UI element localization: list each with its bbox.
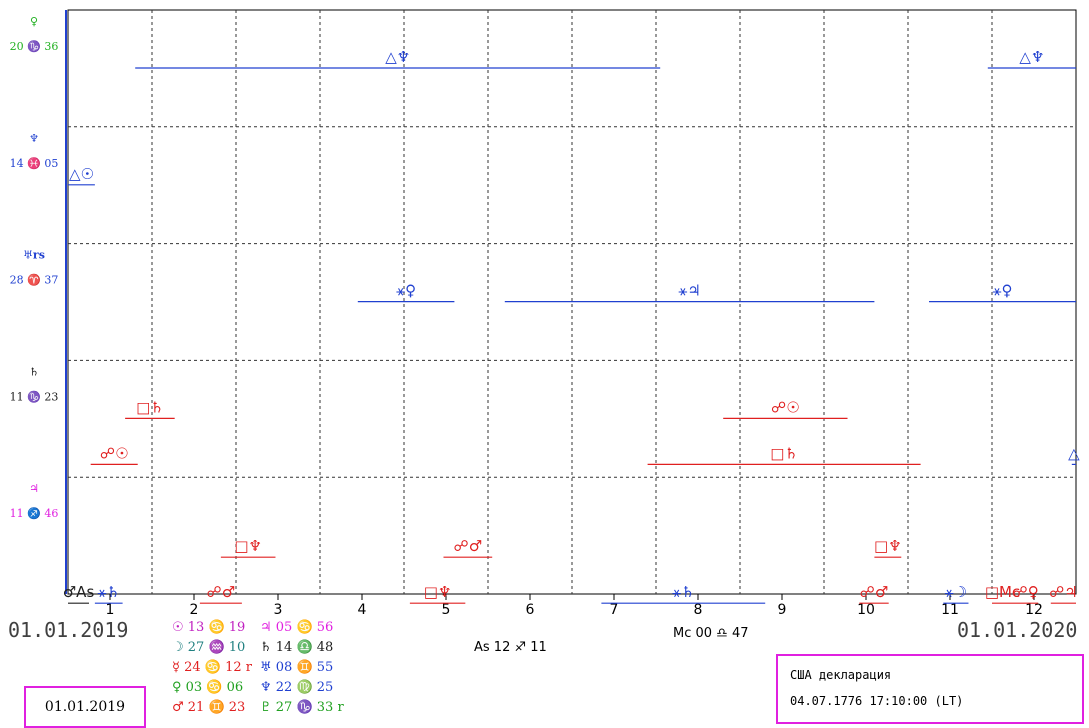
row-planet-position: 11 ♐ 46 bbox=[10, 507, 59, 520]
aspect-label: ☍☉ bbox=[100, 444, 129, 462]
natal-position: ♅ 08 ♊ 55 bbox=[260, 660, 334, 675]
natal-position: ♄ 14 ♎ 48 bbox=[260, 640, 334, 655]
x-tick-label: 5 bbox=[442, 602, 451, 618]
natal-position: ♇ 27 ♑ 33 r bbox=[260, 700, 344, 715]
row-planet-symbol: ♃ bbox=[29, 482, 39, 495]
natal-position: ☿ 24 ♋ 12 r bbox=[172, 660, 252, 675]
start-date: 01.01.2019 bbox=[8, 618, 129, 642]
aspect-label: ⚹♃ bbox=[678, 282, 700, 300]
aspect-label: △ bbox=[1068, 444, 1080, 462]
aspect-label: △♆ bbox=[1019, 48, 1044, 66]
x-tick-label: 10 bbox=[857, 602, 875, 618]
mc-label: Mc 00 ♎ 47 bbox=[673, 626, 749, 641]
row-planet-symbol: ♅rs bbox=[23, 249, 45, 262]
aspect-label: ♂As bbox=[63, 583, 95, 601]
x-tick-label: 8 bbox=[694, 602, 703, 618]
x-tick-label: 9 bbox=[778, 602, 787, 618]
aspect-label: ☍☉ bbox=[771, 398, 800, 416]
transit-chart: 1 2 3 4 5 6 7 8 9 10 11 12♀20 ♑ 36△♆ △♆♆14 ♓ 05△☉♅rs… bbox=[10, 9, 1080, 618]
aspect-label: □♄ bbox=[770, 444, 798, 462]
natal-position: ♀ 03 ♋ 06 bbox=[172, 680, 244, 695]
natal-position: ♂ 21 ♊ 23 bbox=[172, 700, 246, 715]
row-planet-position: 14 ♓ 05 bbox=[10, 157, 59, 170]
aspect-label: ☍♃ bbox=[1049, 583, 1078, 601]
natal-position: ☉ 13 ♋ 19 bbox=[172, 620, 246, 635]
aspect-label: □♄ bbox=[136, 398, 164, 416]
x-tick-label: 6 bbox=[526, 602, 535, 618]
chart-datetime: 04.07.1776 17:10:00 (LT) bbox=[790, 694, 964, 708]
end-date: 01.01.2020 bbox=[957, 618, 1078, 642]
x-tick-label: 1 bbox=[106, 602, 115, 618]
as-label: As 12 ♐ 11 bbox=[474, 640, 547, 655]
aspect-label: ⚹♀ bbox=[396, 282, 416, 300]
aspect-label: □Mc bbox=[985, 583, 1020, 601]
natal-position: ♃ 05 ♋ 56 bbox=[260, 620, 334, 635]
x-tick-label: 11 bbox=[941, 602, 959, 618]
aspect-label: ⚹☽ bbox=[945, 583, 967, 601]
aspect-label: □♆ bbox=[874, 537, 902, 555]
x-tick-label: 7 bbox=[610, 602, 619, 618]
aspect-label: ⚹♄ bbox=[98, 583, 120, 601]
aspect-label: ⚹♀ bbox=[993, 282, 1013, 300]
aspect-label: ☍♂ bbox=[454, 537, 483, 555]
chart-info-box[interactable]: США декларация 04.07.1776 17:10:00 (LT) bbox=[776, 654, 1084, 724]
aspect-label: □♆ bbox=[424, 583, 452, 601]
x-tick-label: 2 bbox=[190, 602, 199, 618]
row-planet-symbol: ♄ bbox=[29, 365, 39, 378]
aspect-label: △♆ bbox=[385, 48, 410, 66]
row-planet-position: 28 ♈ 37 bbox=[10, 274, 59, 287]
x-tick-label: 12 bbox=[1025, 602, 1043, 618]
row-planet-symbol: ♀ bbox=[30, 15, 38, 28]
aspect-label: ☍♀ bbox=[1013, 583, 1039, 601]
natal-position: ☽ 27 ♒ 10 bbox=[172, 640, 246, 655]
natal-position: ♆ 22 ♍ 25 bbox=[260, 680, 334, 695]
x-tick-label: 3 bbox=[274, 602, 283, 618]
row-planet-position: 11 ♑ 23 bbox=[10, 390, 59, 403]
chart-name: США декларация bbox=[790, 668, 892, 682]
current-date-box[interactable]: 01.01.2019 bbox=[24, 686, 146, 728]
x-tick-label: 4 bbox=[358, 602, 367, 618]
aspect-label: ☍♂ bbox=[207, 583, 236, 601]
aspect-label: △☉ bbox=[69, 165, 94, 183]
aspect-label: ☍♂ bbox=[860, 583, 889, 601]
current-date: 01.01.2019 bbox=[44, 699, 126, 715]
aspect-label: ⚹♄ bbox=[672, 583, 694, 601]
row-planet-symbol: ♆ bbox=[29, 132, 39, 145]
aspect-label: □♆ bbox=[234, 537, 262, 555]
row-planet-position: 20 ♑ 36 bbox=[10, 40, 59, 53]
